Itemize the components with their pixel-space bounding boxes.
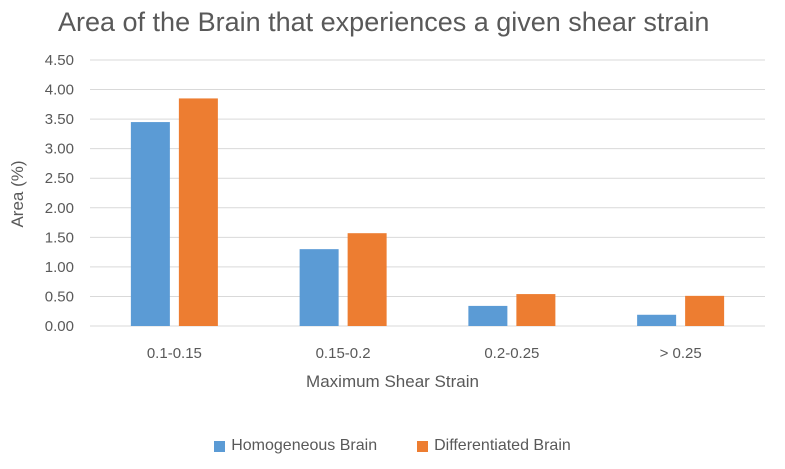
y-tick-label: 3.00 — [45, 141, 74, 158]
y-tick-label: 0.50 — [45, 288, 74, 305]
chart-legend: Homogeneous Brain Differentiated Brain — [0, 437, 785, 455]
y-tick-label: 4.00 — [45, 82, 74, 99]
x-tick-label: > 0.25 — [660, 345, 702, 362]
bar-differentiated-1 — [347, 233, 387, 326]
legend-swatch-homogeneous — [214, 440, 226, 452]
legend-item-differentiated: Differentiated Brain — [417, 437, 571, 455]
x-axis-label: Maximum Shear Strain — [306, 372, 479, 391]
legend-item-homogeneous: Homogeneous Brain — [214, 437, 377, 455]
bar-differentiated-2 — [516, 294, 556, 326]
chart-title: Area of the Brain that experiences a giv… — [58, 7, 710, 37]
bar-differentiated-0 — [178, 98, 218, 326]
y-tick-label: 2.00 — [45, 200, 74, 217]
x-tick-label: 0.1-0.15 — [147, 345, 202, 362]
legend-swatch-differentiated — [417, 440, 429, 452]
y-tick-label: 4.50 — [45, 52, 74, 69]
y-tick-label: 1.00 — [45, 259, 74, 276]
x-tick-label: 0.2-0.25 — [484, 345, 539, 362]
bar-homogeneous-3 — [637, 314, 677, 326]
bar-homogeneous-1 — [299, 249, 339, 326]
legend-label-homogeneous: Homogeneous Brain — [231, 437, 378, 454]
y-tick-label: 2.50 — [45, 170, 74, 187]
y-tick-label: 1.50 — [45, 229, 74, 246]
bar-homogeneous-2 — [468, 305, 508, 326]
x-tick-label: 0.15-0.2 — [316, 345, 371, 362]
y-tick-label: 0.00 — [45, 318, 74, 335]
y-axis-label: Area (%) — [8, 160, 27, 228]
bar-differentiated-3 — [685, 295, 725, 326]
legend-label-differentiated: Differentiated Brain — [434, 437, 571, 454]
bar-homogeneous-0 — [130, 122, 170, 326]
y-tick-label: 3.50 — [45, 111, 74, 128]
